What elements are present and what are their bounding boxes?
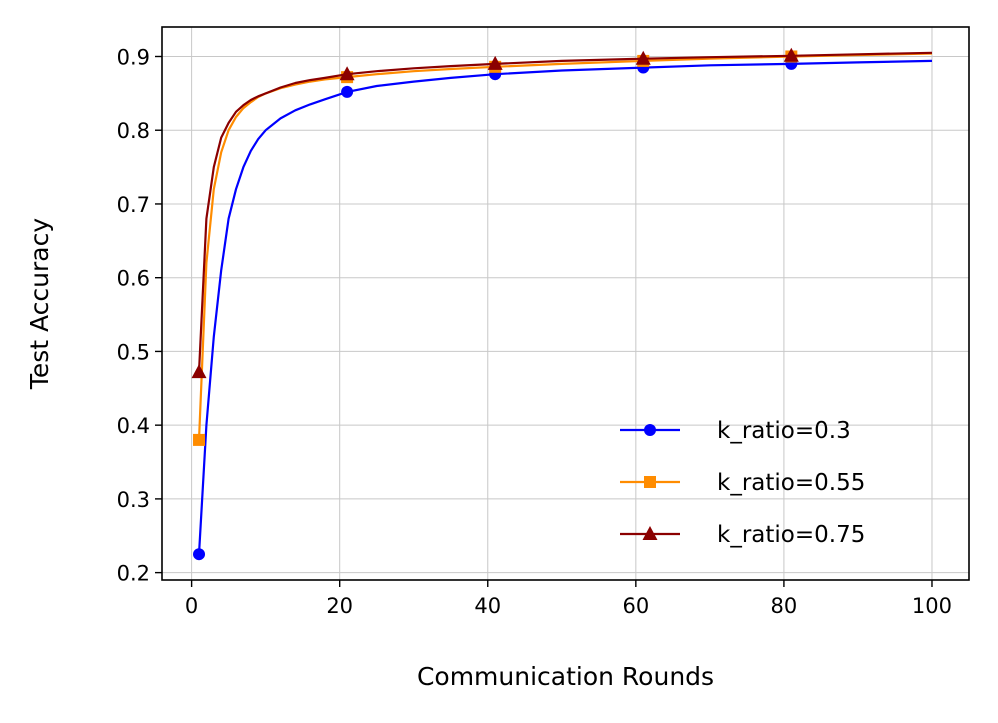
series-layer (191, 47, 933, 561)
legend-label: k_ratio=0.75 (717, 522, 865, 548)
y-tick-label: 0.7 (117, 193, 150, 217)
y-axis-label: Test Accuracy (25, 218, 54, 391)
legend: k_ratio=0.3 k_ratio=0.55 k_ratio=0.75 (620, 418, 865, 548)
y-tick-label: 0.6 (117, 267, 150, 291)
y-tick-label: 0.3 (117, 488, 150, 512)
x-tick-label: 80 (771, 594, 798, 618)
y-tick-label: 0.8 (117, 119, 150, 143)
series-1 (193, 50, 933, 446)
y-tick-label: 0.4 (117, 414, 150, 438)
data-point-marker (487, 55, 503, 70)
y-tick-label: 0.5 (117, 340, 150, 364)
series-line (197, 51, 933, 373)
data-point-marker (635, 50, 651, 65)
legend-label: k_ratio=0.3 (717, 418, 851, 444)
x-tick-label: 100 (912, 594, 952, 618)
data-point-marker (193, 433, 206, 446)
legend-marker (644, 476, 656, 488)
x-tick-label: 60 (622, 594, 649, 618)
data-point-marker (339, 66, 355, 81)
legend-marker (644, 424, 656, 436)
data-point-marker (341, 85, 354, 98)
x-tick-label: 20 (326, 594, 353, 618)
x-axis-label: Communication Rounds (417, 662, 714, 691)
legend-label: k_ratio=0.55 (717, 470, 865, 496)
series-2 (191, 47, 933, 379)
grid-lines (162, 27, 969, 580)
legend-marker (642, 526, 658, 540)
plot-area-frame (161, 26, 970, 581)
y-tick-label: 0.9 (117, 45, 150, 69)
y-tick-label: 0.2 (117, 562, 150, 586)
data-point-marker (193, 548, 206, 561)
series-line (197, 52, 933, 440)
data-point-marker (191, 364, 207, 379)
x-tick-label: 0 (185, 594, 198, 618)
x-tick-label: 40 (474, 594, 501, 618)
data-point-marker (783, 47, 799, 62)
axis-ticks: 0 20 40 60 80 100 0.2 0.3 0.4 0.5 0.6 0.7 0.8 0.9 (117, 45, 952, 618)
series-0 (193, 57, 933, 561)
